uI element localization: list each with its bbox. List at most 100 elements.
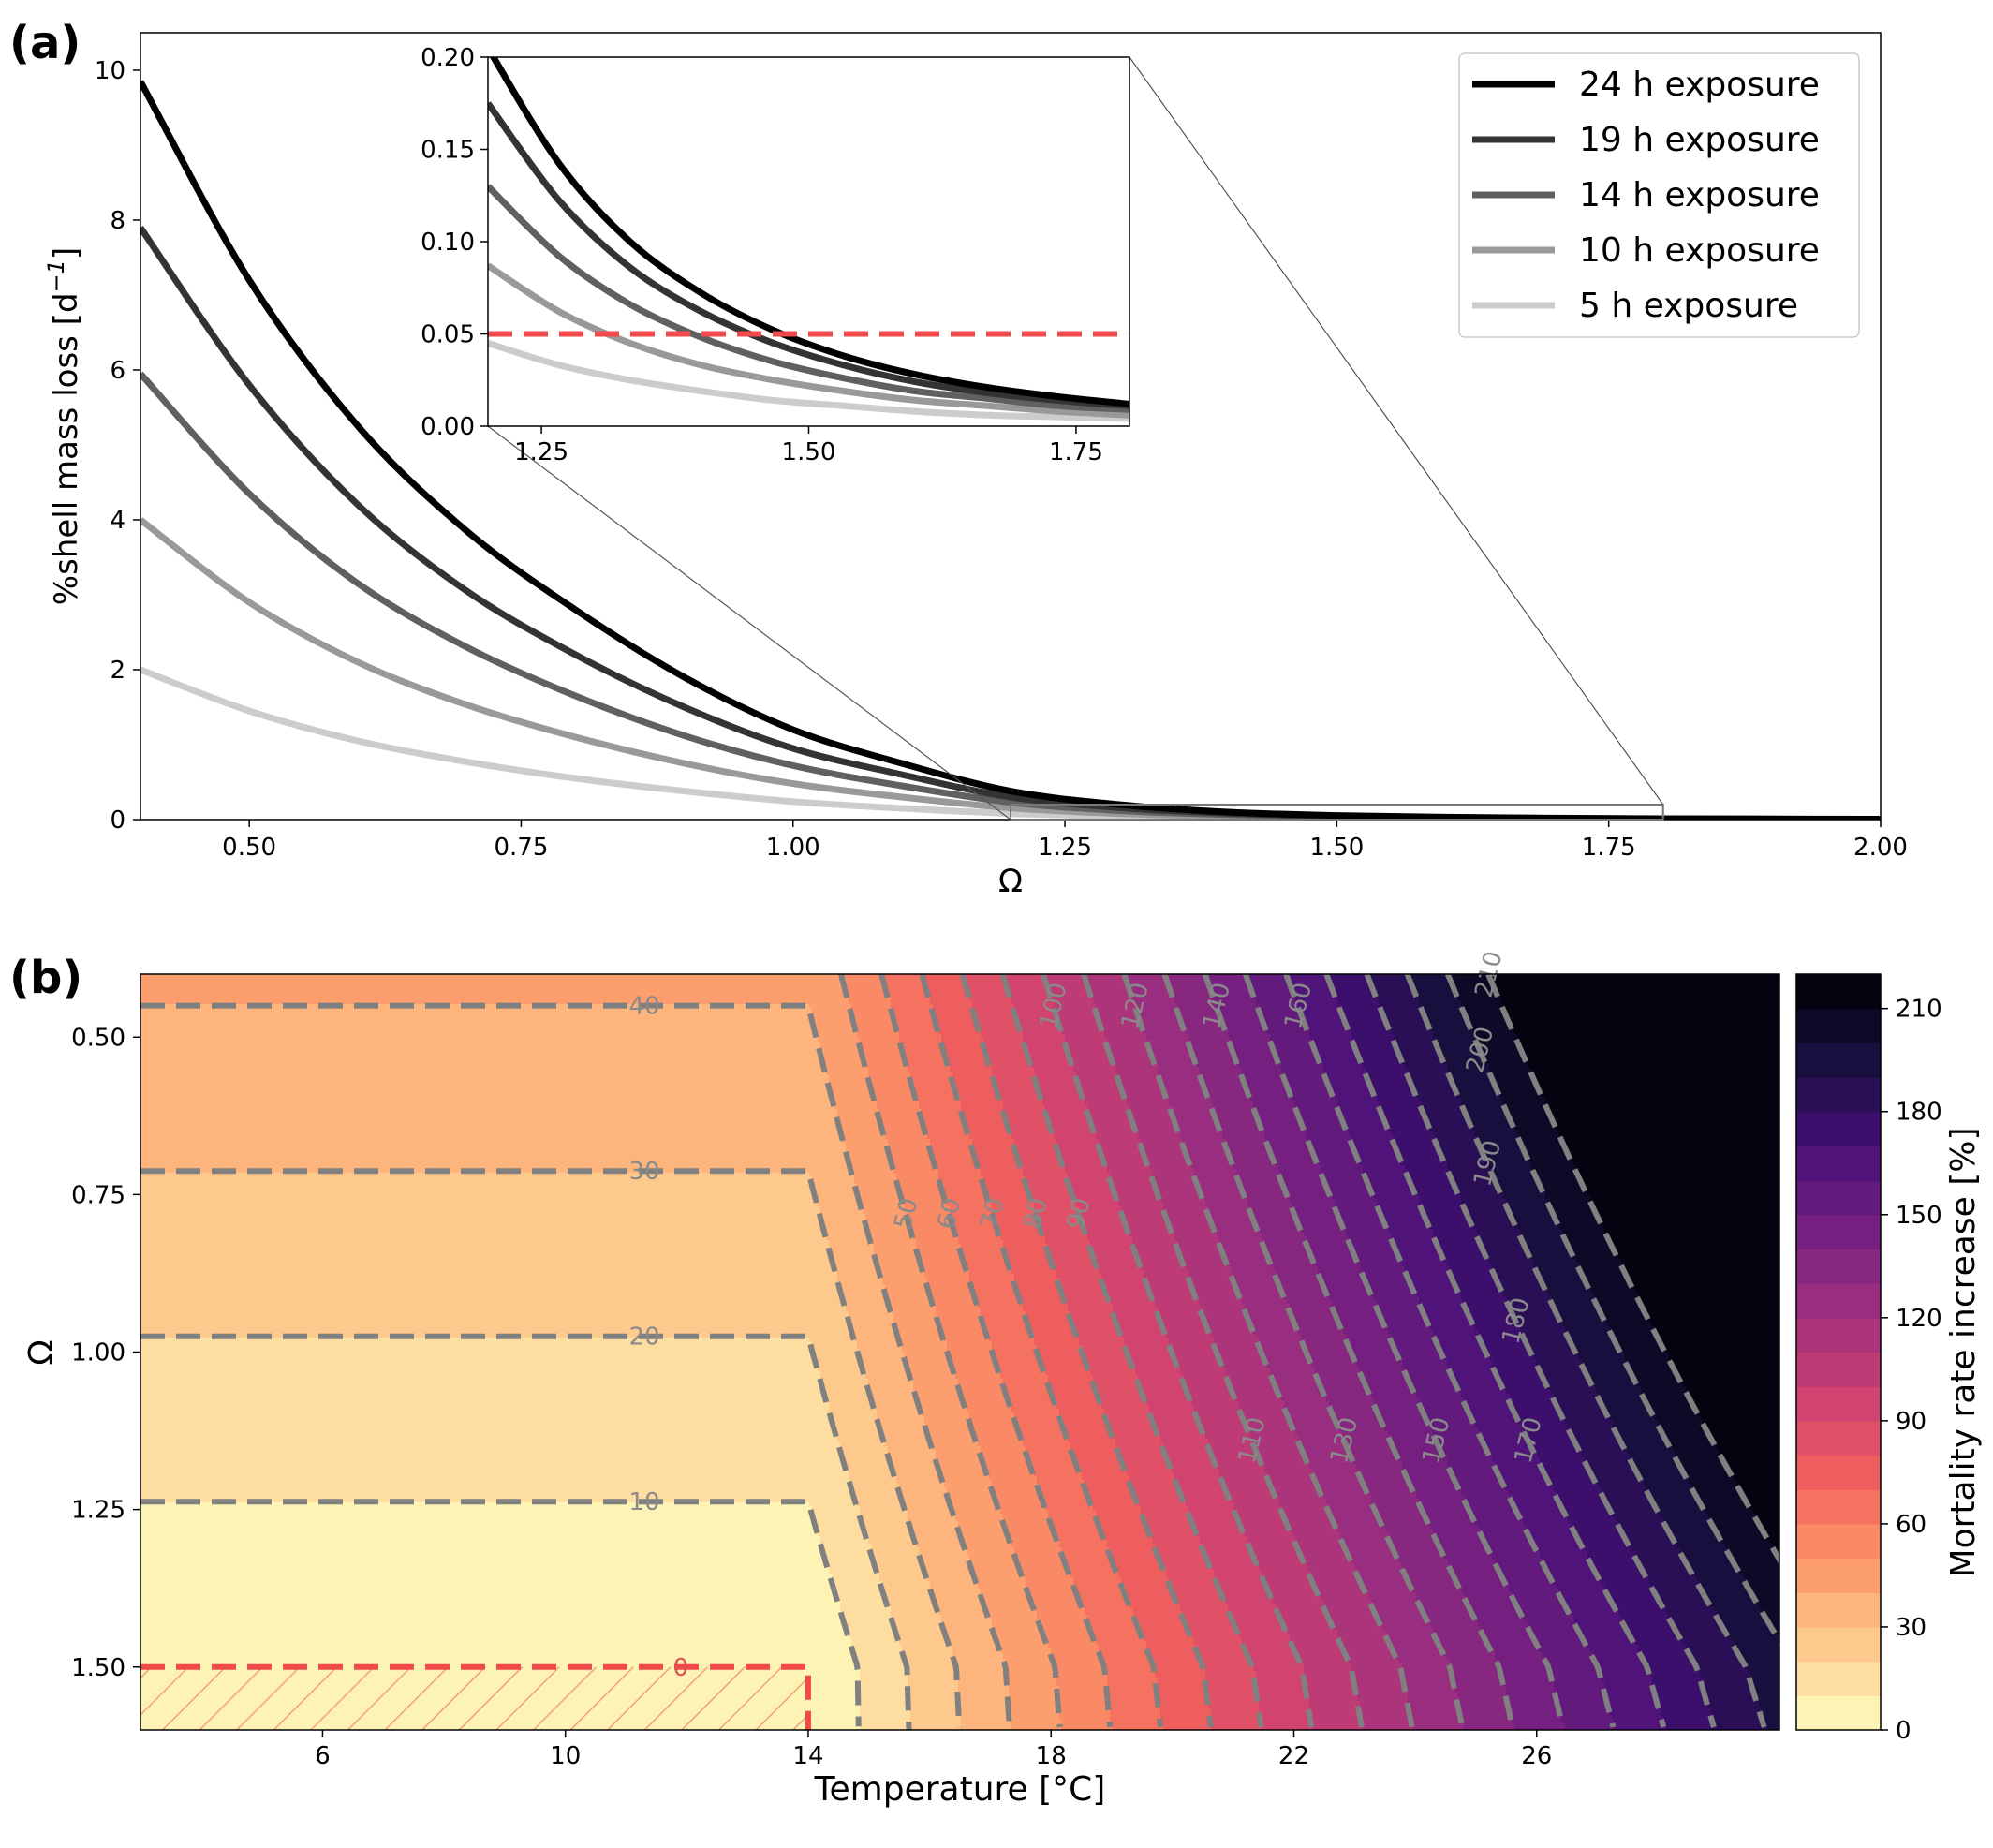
- heat-cell: [1037, 1210, 1080, 1215]
- heat-cell: [837, 1270, 880, 1275]
- heat-cell: [924, 974, 965, 979]
- heat-cell: [140, 1525, 819, 1530]
- heat-cell: [1062, 1285, 1105, 1290]
- contour-line: [1041, 974, 1315, 1728]
- heat-cell: [1329, 1506, 1375, 1511]
- heat-cell: [1228, 1607, 1279, 1612]
- heat-cell: [1602, 1221, 1779, 1226]
- heat-cell: [1514, 1723, 1566, 1728]
- heat-cell: [1104, 1663, 1156, 1668]
- heat-cell: [1110, 1176, 1153, 1181]
- heat-cell: [1194, 1057, 1237, 1061]
- heat-cell: [1096, 1259, 1142, 1264]
- heat-cell: [823, 1386, 869, 1391]
- heat-cell: [1388, 1634, 1437, 1638]
- heat-cell: [1503, 1386, 1549, 1391]
- heat-cell: [1163, 1442, 1209, 1447]
- heat-cell: [849, 1472, 897, 1477]
- heat-cell: [1073, 1060, 1114, 1065]
- heat-cell: [851, 1641, 900, 1646]
- heat-cell: [958, 1675, 1010, 1679]
- heat-cell: [1132, 1116, 1175, 1121]
- heat-cell: [1135, 1244, 1178, 1249]
- heat-cell: [1099, 1648, 1150, 1653]
- heat-cell: [1099, 1397, 1147, 1402]
- heat-cell: [1523, 1049, 1779, 1054]
- heat-cell: [1689, 1394, 1779, 1398]
- heat-cell: [1203, 1195, 1246, 1200]
- heat-cell: [1304, 1559, 1352, 1563]
- heat-cell: [1391, 1435, 1437, 1440]
- heat-cell: [1217, 1120, 1260, 1125]
- heat-cell: [952, 1652, 1004, 1657]
- heat-cell: [902, 1499, 951, 1503]
- heat-cell: [1523, 1330, 1569, 1335]
- heat-cell: [840, 1285, 886, 1290]
- heat-cell: [938, 1611, 990, 1616]
- heat-cell: [1270, 1038, 1313, 1042]
- heat-cell: [916, 1390, 962, 1395]
- heat-cell: [1461, 1394, 1510, 1398]
- heat-cell: [1023, 1169, 1066, 1174]
- heat-cell: [1416, 1090, 1459, 1095]
- heat-cell: [905, 1652, 953, 1657]
- heat-cell: [922, 1109, 962, 1114]
- heat-cell: [1225, 1027, 1268, 1031]
- heat-cell: [1602, 1675, 1653, 1679]
- heat-cell: [1610, 1326, 1656, 1331]
- heat-cell: [1138, 1502, 1187, 1507]
- heat-cell: [1396, 1042, 1437, 1046]
- heat-cell: [1006, 1255, 1052, 1260]
- heat-cell: [983, 1596, 1032, 1601]
- heat-cell: [1329, 1079, 1369, 1084]
- heat-cell: [1394, 1139, 1437, 1144]
- heat-cell: [1576, 1165, 1779, 1170]
- heat-cell: [1514, 1409, 1560, 1413]
- heat-cell: [1433, 1630, 1484, 1634]
- heat-cell: [941, 1042, 984, 1046]
- heat-cell: [1340, 1641, 1392, 1646]
- heat-cell: [1048, 1514, 1097, 1518]
- heat-cell: [1073, 1454, 1122, 1458]
- heat-cell: [1118, 1326, 1164, 1331]
- heat-cell: [1301, 1334, 1347, 1338]
- heat-cell: [1045, 1109, 1088, 1114]
- heat-cell: [964, 1544, 1012, 1548]
- heat-cell: [1484, 1439, 1529, 1443]
- heat-cell: [1422, 1604, 1470, 1608]
- heat-cell: [1188, 1042, 1232, 1046]
- heat-cell: [1405, 1469, 1454, 1473]
- heat-cell: [1455, 985, 1496, 990]
- heat-cell: [1402, 1158, 1445, 1162]
- heat-cell: [1509, 1705, 1560, 1709]
- heat-cell: [1492, 1072, 1532, 1076]
- heat-cell: [1450, 1663, 1501, 1668]
- heat-cell: [1413, 985, 1456, 990]
- heat-cell: [1469, 1116, 1513, 1121]
- heat-cell: [140, 1315, 849, 1320]
- heat-cell: [992, 1484, 1041, 1488]
- heat-cell: [941, 1476, 990, 1481]
- heat-cell: [1180, 1248, 1223, 1252]
- heat-cell: [1545, 1562, 1594, 1567]
- heat-cell: [905, 1057, 948, 1061]
- heat-cell: [1217, 1581, 1268, 1586]
- heat-cell: [1144, 1634, 1192, 1638]
- heat-cell: [1461, 1491, 1510, 1496]
- heat-cell: [1307, 1693, 1358, 1698]
- heat-cell: [978, 1581, 1026, 1586]
- heat-cell: [851, 1165, 894, 1170]
- heat-cell: [1658, 1596, 1709, 1601]
- heat-cell: [1621, 1349, 1667, 1353]
- heat-cell: [1764, 1723, 1779, 1728]
- heat-cell: [1315, 1045, 1358, 1050]
- heat-cell: [1554, 1210, 1597, 1215]
- heat-cell: [1321, 1057, 1361, 1061]
- heat-cell: [885, 1589, 934, 1593]
- heat-cell: [1441, 1349, 1487, 1353]
- heat-cell: [1537, 1454, 1583, 1458]
- heat-cell: [1514, 1218, 1557, 1222]
- heat-cell: [1705, 1693, 1757, 1698]
- heat-cell: [857, 1034, 900, 1039]
- heat-cell: [1576, 1259, 1622, 1264]
